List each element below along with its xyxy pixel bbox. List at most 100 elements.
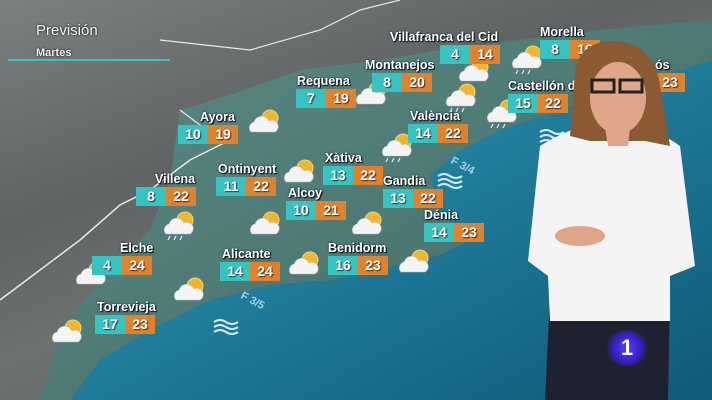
min-temp: 8 [540, 40, 570, 59]
max-temp: 21 [316, 201, 346, 220]
min-temp: 8 [136, 187, 166, 206]
partly-cloudy-icon [250, 211, 280, 235]
temperature-box: 11 22 [216, 177, 276, 196]
min-temp: 4 [92, 256, 122, 275]
city-forecast: Alicante 14 24 [220, 247, 280, 281]
temperature-box: 10 19 [178, 125, 238, 144]
min-temp: 10 [286, 201, 316, 220]
city-name: Morella [540, 25, 584, 39]
temperature-box: 4 14 [440, 45, 500, 64]
min-temp: 13 [323, 166, 353, 185]
city-forecast: Benidorm 16 23 [328, 241, 388, 275]
max-temp: 23 [655, 73, 685, 92]
city-name: Castellón de [508, 79, 583, 93]
max-temp: 19 [326, 89, 356, 108]
forecast-title: Previsión [36, 22, 98, 39]
temperature-box: 16 23 [328, 256, 388, 275]
max-temp: 20 [402, 73, 432, 92]
min-temp: 16 [328, 256, 358, 275]
temperature-box: 8 20 [372, 73, 434, 92]
max-temp: 24 [122, 256, 152, 275]
min-temp: 7 [296, 89, 326, 108]
city-name: Montanejos [365, 58, 435, 72]
partly-cloudy-icon [174, 277, 204, 301]
city-forecast: Villafranca del Cid 4 14 [390, 30, 500, 64]
partly-cloudy-rain-icon [164, 211, 194, 240]
city-forecast: Villena 8 22 [136, 172, 196, 206]
city-name: Villena [155, 172, 196, 186]
partly-cloudy-icon [399, 249, 429, 273]
temperature-box: 17 23 [95, 315, 156, 334]
temperature-box: 15 22 [508, 94, 582, 113]
city-forecast: Requena 7 19 [296, 74, 356, 108]
city-name: Ayora [200, 110, 235, 124]
city-forecast: Montanejos 8 20 [365, 58, 434, 92]
city-name: ós [655, 58, 670, 72]
min-temp: 11 [216, 177, 246, 196]
max-temp: 19 [208, 125, 238, 144]
temperature-box: 4 24 [92, 256, 153, 275]
temperature-box: 14 22 [408, 124, 468, 143]
city-name: Xàtiva [325, 151, 362, 165]
min-temp: 17 [95, 315, 125, 334]
temperature-box: 14 23 [424, 223, 484, 242]
city-name: Gandia [383, 174, 426, 188]
partly-cloudy-rain-icon [446, 83, 476, 112]
min-temp: 8 [372, 73, 402, 92]
max-temp: 23 [358, 256, 388, 275]
max-temp: 23 [454, 223, 484, 242]
min-temp: 14 [424, 223, 454, 242]
max-temp: 22 [413, 189, 443, 208]
city-forecast: Torrevieja 17 23 [95, 300, 156, 334]
city-forecast: Xàtiva 13 22 [323, 151, 383, 185]
min-temp: 14 [408, 124, 438, 143]
partly-cloudy-icon [249, 109, 279, 133]
wave-icon [437, 173, 463, 189]
city-forecast: Ayora 10 19 [178, 110, 238, 144]
city-forecast: Ontinyent 11 22 [216, 162, 276, 196]
city-forecast: Elche 4 24 [92, 241, 153, 275]
city-name: Benidorm [328, 241, 387, 255]
city-name: València [410, 109, 461, 123]
city-forecast: Dénia 14 23 [424, 208, 484, 242]
city-forecast: València 14 22 [408, 109, 468, 143]
city-name: Alcoy [288, 186, 323, 200]
channel-logo: 1 [605, 330, 649, 366]
partly-cloudy-icon [284, 159, 314, 183]
min-temp: 10 [178, 125, 208, 144]
city-name: Villafranca del Cid [390, 30, 499, 44]
city-name: Torrevieja [97, 300, 156, 314]
max-temp: 23 [125, 315, 155, 334]
city-forecast: Alcoy 10 21 [286, 186, 346, 220]
temperature-box: 8 22 [136, 187, 196, 206]
title-divider [8, 59, 170, 61]
city-name: Ontinyent [218, 162, 277, 176]
partly-cloudy-rain-icon [382, 133, 412, 162]
forecast-day: Martes [36, 47, 72, 59]
max-temp: 22 [438, 124, 468, 143]
partly-cloudy-icon [289, 251, 319, 275]
temperature-box: 7 19 [296, 89, 356, 108]
min-temp: 15 [508, 94, 538, 113]
max-temp: 24 [250, 262, 280, 281]
city-name: Requena [297, 74, 350, 88]
max-temp: 22 [353, 166, 383, 185]
max-temp: 22 [166, 187, 196, 206]
city-name: Alicante [222, 247, 271, 261]
wave-icon [213, 319, 239, 335]
min-temp: 14 [220, 262, 250, 281]
max-temp: 22 [246, 177, 276, 196]
partly-cloudy-icon [352, 211, 382, 235]
city-name: Dénia [424, 208, 459, 222]
partly-cloudy-icon [52, 319, 82, 343]
min-temp: 13 [383, 189, 413, 208]
city-name: Elche [120, 241, 154, 255]
city-forecast: Castellón de 15 22 [508, 79, 582, 113]
max-temp: 22 [538, 94, 568, 113]
max-temp: 14 [470, 45, 500, 64]
min-temp: 4 [440, 45, 470, 64]
temperature-box: 13 22 [383, 189, 443, 208]
city-forecast: Gandia 13 22 [383, 174, 443, 208]
temperature-box: 14 24 [220, 262, 280, 281]
